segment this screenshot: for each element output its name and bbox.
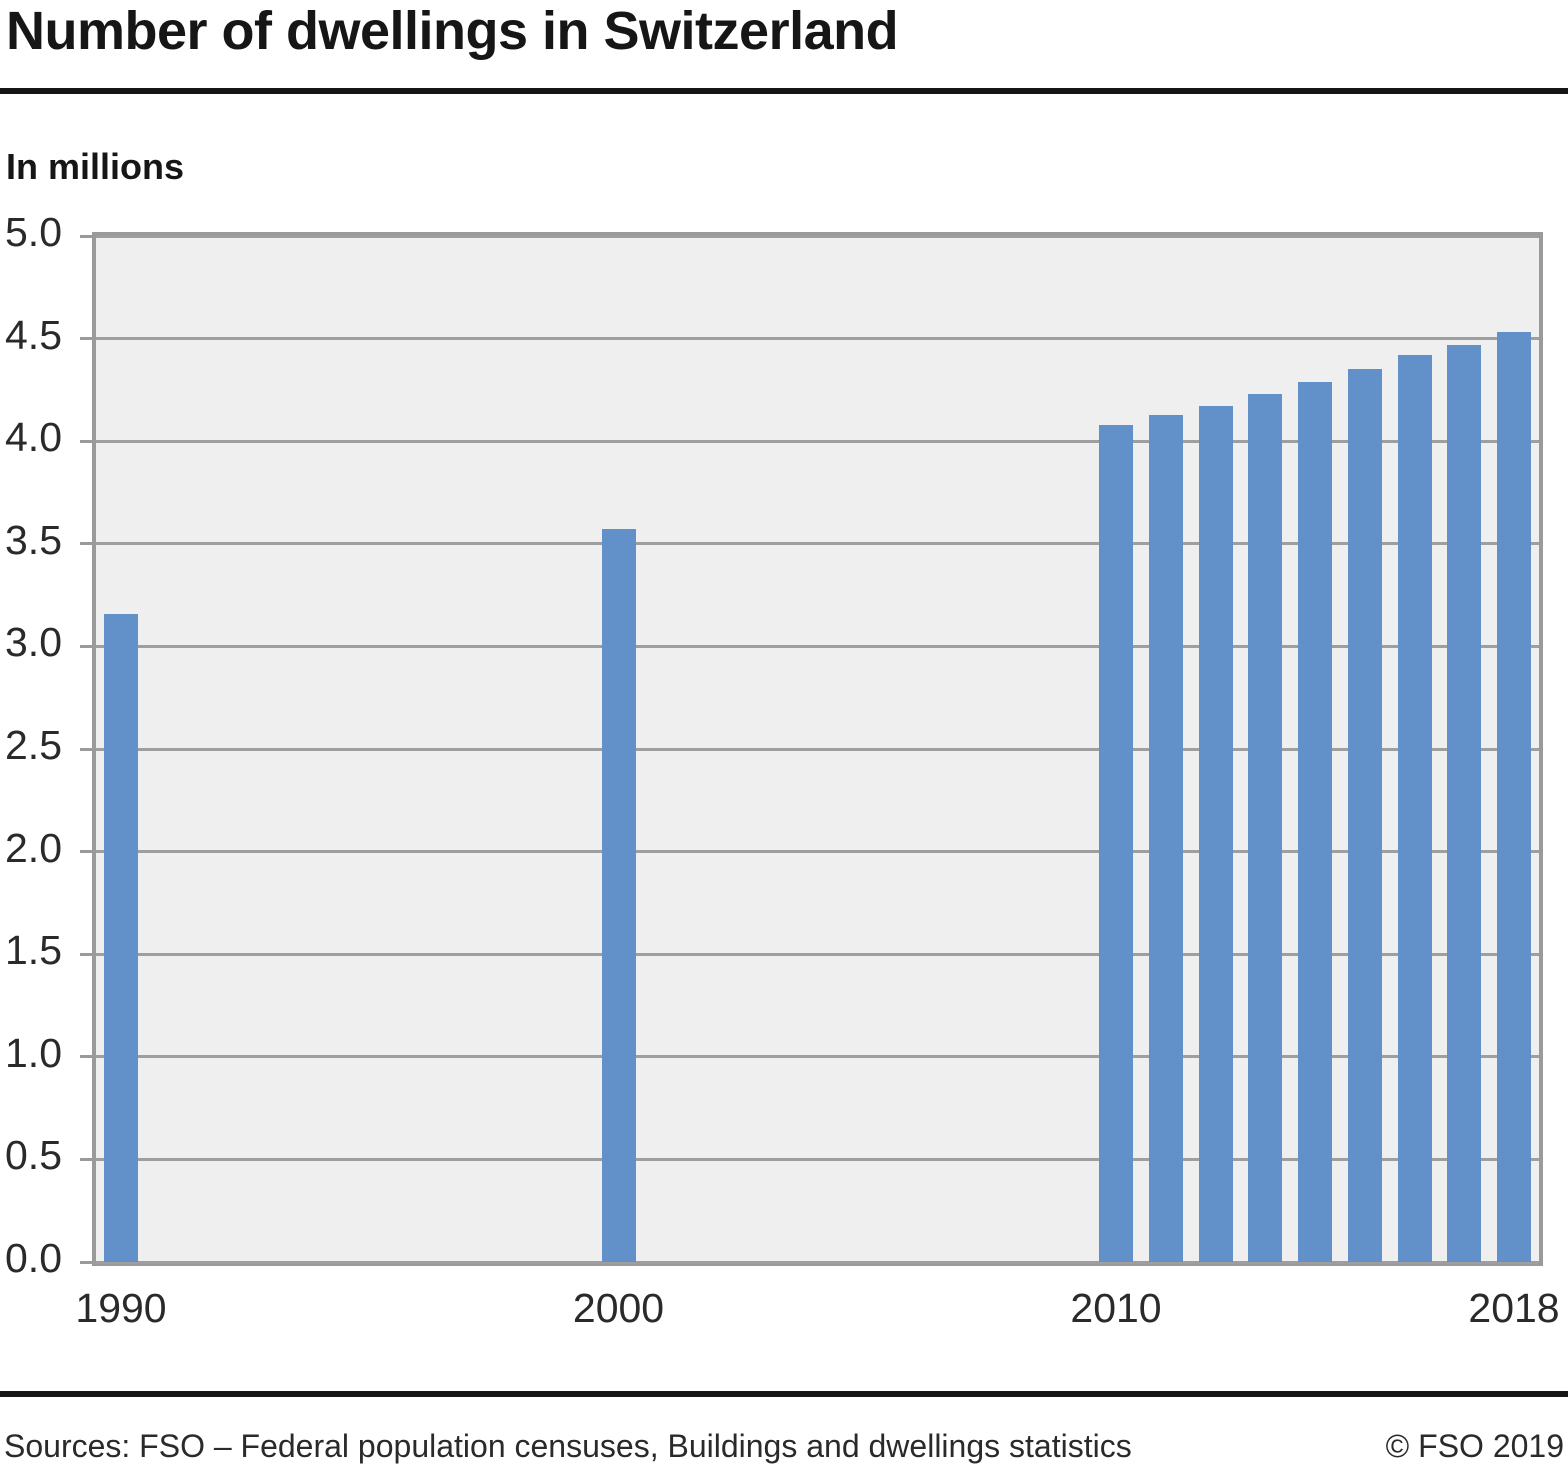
y-axis-tick [80, 337, 92, 341]
gridline [96, 747, 1539, 751]
y-tick-label: 3.0 [5, 619, 62, 666]
bar-2016 [1397, 355, 1432, 1262]
bar-2000 [601, 529, 636, 1262]
y-axis-tick [80, 542, 92, 546]
unit-label: In millions [6, 146, 185, 187]
y-tick-label: 2.5 [5, 722, 62, 768]
gridline [96, 850, 1539, 854]
y-axis-tick [80, 1260, 92, 1264]
y-axis-tick [80, 1157, 92, 1161]
x-tick-label: 2018 [1468, 1285, 1560, 1331]
y-axis-tick [80, 850, 92, 854]
x-tick-label: 2010 [1070, 1285, 1162, 1331]
footer-sources: Sources: FSO – Federal population census… [4, 1428, 1132, 1464]
y-tick-label: 0.5 [5, 1132, 62, 1179]
x-axis-labels: 1990 2000 2010 2018 [0, 1288, 1568, 1338]
gridline [96, 952, 1539, 956]
y-tick-label: 2.0 [5, 824, 62, 871]
y-tick-label: 1.5 [5, 927, 62, 974]
y-tick-label: 0.0 [5, 1235, 62, 1281]
y-tick-label: 4.5 [5, 311, 62, 358]
plot-area [80, 232, 1543, 1266]
bar-2012 [1198, 406, 1233, 1262]
x-tick-label: 2000 [572, 1285, 665, 1331]
gridline [96, 1260, 1539, 1264]
bar-2015 [1347, 369, 1382, 1262]
y-axis-tick [80, 644, 92, 648]
gridline [96, 1157, 1539, 1161]
bar-2013 [1248, 394, 1283, 1262]
y-axis-tick [80, 952, 92, 956]
y-axis-tick [80, 234, 92, 238]
gridline [96, 542, 1539, 546]
y-tick-label: 3.5 [5, 516, 62, 563]
gridline [96, 439, 1539, 443]
footer-divider [0, 1391, 1568, 1397]
gridline [96, 1055, 1539, 1059]
y-axis-labels: 5.0 4.5 4.0 3.5 3.0 2.5 2.0 1.5 1.0 0.5 0.0 [0, 212, 92, 1279]
y-axis-tick [80, 747, 92, 751]
page-title: Number of dwellings in Switzerland [6, 1, 899, 61]
bar-2011 [1148, 414, 1183, 1262]
y-axis-tick [80, 439, 92, 443]
bar-2014 [1298, 381, 1332, 1262]
y-tick-label: 5.0 [5, 209, 62, 255]
title-divider [0, 88, 1568, 94]
x-tick-label: 1990 [75, 1285, 167, 1331]
y-axis-tick [80, 1055, 92, 1059]
bar-1990 [104, 613, 138, 1262]
gridline [96, 644, 1539, 648]
bar-2010 [1099, 424, 1133, 1262]
bar-2017 [1447, 344, 1482, 1262]
y-tick-label: 1.0 [5, 1029, 62, 1076]
footer-copyright: © FSO 2019 [1385, 1428, 1564, 1464]
gridline [96, 337, 1539, 341]
bar-2018 [1497, 332, 1531, 1262]
gridline [96, 234, 1539, 238]
y-tick-label: 4.0 [5, 414, 62, 461]
